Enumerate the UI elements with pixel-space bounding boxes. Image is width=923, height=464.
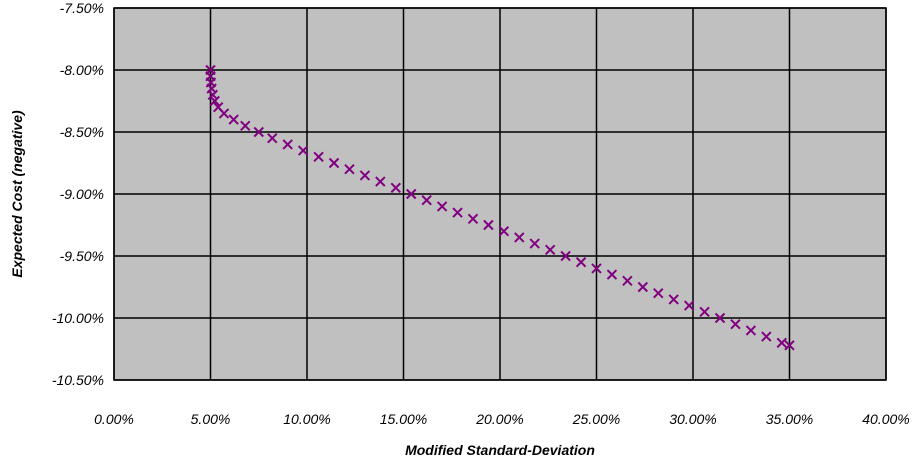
x-tick-label: 25.00%	[572, 411, 620, 427]
data-point	[637, 281, 649, 293]
x-tick-label: 15.00%	[380, 411, 427, 427]
data-point	[498, 225, 510, 237]
data-point	[606, 269, 618, 280]
plot-border	[113, 7, 887, 381]
data-point	[776, 337, 787, 349]
data-point	[730, 318, 741, 330]
y-tick-label: -8.00%	[60, 62, 104, 78]
data-point	[483, 219, 494, 231]
data-point	[745, 325, 757, 336]
y-tick-label: -10.00%	[52, 310, 104, 326]
data-point	[344, 163, 355, 175]
data-points	[205, 64, 795, 351]
data-point	[653, 287, 664, 299]
data-point	[467, 213, 479, 225]
data-point	[560, 250, 571, 262]
data-point	[683, 300, 695, 311]
y-tick-labels: -7.50% -8.00% -8.50% -9.00% -9.50% -10.00% -10…	[52, 0, 104, 388]
x-tick-labels: 0.00% 5.00% 10.00% 15.00% 20.00% 25.00% 30.00%…	[94, 411, 910, 427]
data-point	[313, 151, 324, 163]
y-tick-label: -9.50%	[60, 248, 104, 264]
data-point	[761, 331, 772, 342]
grid-lines	[113, 7, 887, 381]
data-point	[622, 275, 633, 287]
data-point	[267, 132, 278, 144]
data-point	[228, 114, 239, 125]
data-point	[240, 120, 251, 132]
y-axis-title: Expected Cost (negative)	[9, 110, 25, 278]
data-point	[699, 306, 710, 318]
x-tick-label: 5.00%	[191, 411, 231, 427]
data-point	[784, 340, 795, 351]
x-tick-label: 30.00%	[669, 411, 716, 427]
data-point	[421, 194, 432, 206]
data-point	[591, 263, 602, 274]
data-point	[436, 201, 448, 212]
y-tick-label: -9.00%	[60, 186, 104, 202]
x-tick-label: 0.00%	[94, 411, 134, 427]
x-tick-label: 40.00%	[862, 411, 909, 427]
data-point	[207, 89, 219, 101]
x-tick-label: 10.00%	[283, 411, 330, 427]
data-point	[575, 256, 587, 268]
data-point	[544, 244, 556, 256]
data-point	[359, 170, 371, 181]
data-point	[452, 207, 463, 218]
x-axis-title: Modified Standard-Deviation	[405, 442, 595, 458]
data-point	[390, 182, 401, 194]
data-point	[328, 157, 340, 169]
y-tick-label: -10.50%	[52, 372, 104, 388]
data-point	[375, 176, 386, 187]
data-point	[406, 188, 417, 200]
data-point	[514, 232, 525, 243]
data-point	[218, 108, 230, 119]
y-tick-label: -8.50%	[60, 124, 104, 140]
data-point	[297, 145, 309, 156]
y-tick-label: -7.50%	[60, 0, 104, 16]
data-point	[529, 238, 540, 249]
data-point	[253, 126, 264, 138]
data-point	[282, 139, 293, 150]
data-point	[714, 312, 726, 324]
x-tick-label: 35.00%	[766, 411, 813, 427]
data-point	[209, 95, 220, 107]
data-point	[668, 294, 679, 305]
x-tick-label: 20.00%	[475, 411, 523, 427]
